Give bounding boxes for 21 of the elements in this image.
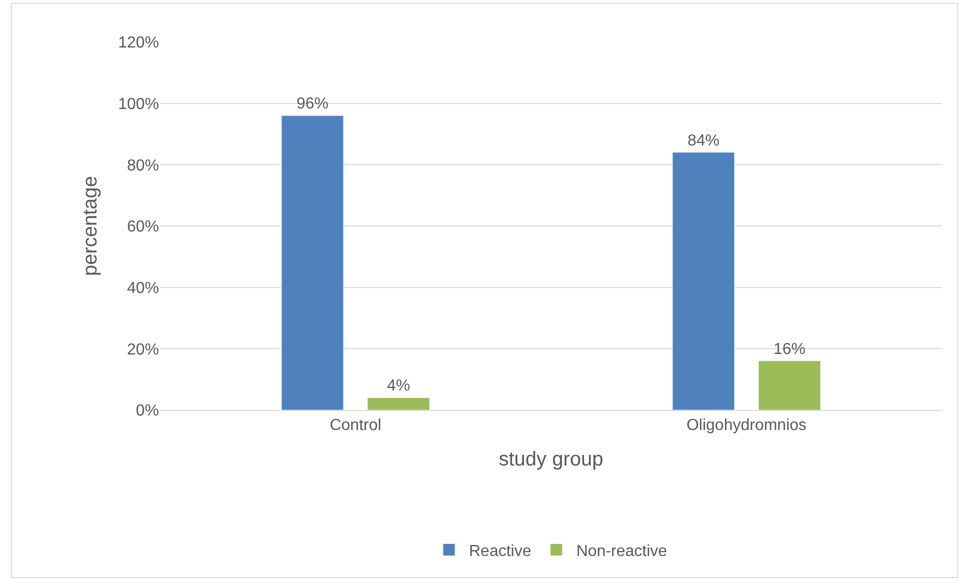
- y-tick-label: 80%: [126, 157, 159, 174]
- bar: [281, 115, 344, 410]
- y-tick-label: 100%: [118, 96, 159, 113]
- bar: [758, 360, 821, 410]
- data-label: 96%: [296, 96, 329, 113]
- data-label: 84%: [687, 132, 720, 150]
- y-tick-label: 120%: [118, 34, 159, 52]
- data-label: 4%: [386, 378, 410, 395]
- y-tick-label: 60%: [126, 218, 159, 236]
- legend-label: Reactive: [469, 542, 532, 560]
- bar: [672, 152, 735, 410]
- y-tick-label: 40%: [126, 280, 159, 297]
- y-axis-title: percentage: [80, 176, 102, 276]
- y-tick-label: 0%: [136, 402, 159, 420]
- bar: [367, 397, 430, 410]
- y-tick-label: 20%: [126, 341, 159, 358]
- x-axis-title: study group: [498, 448, 604, 471]
- x-tick-label: Control: [330, 417, 382, 434]
- data-label: 16%: [773, 340, 806, 358]
- legend-label: Non-reactive: [576, 542, 668, 560]
- x-tick-label: Oligohydromnios: [686, 417, 807, 434]
